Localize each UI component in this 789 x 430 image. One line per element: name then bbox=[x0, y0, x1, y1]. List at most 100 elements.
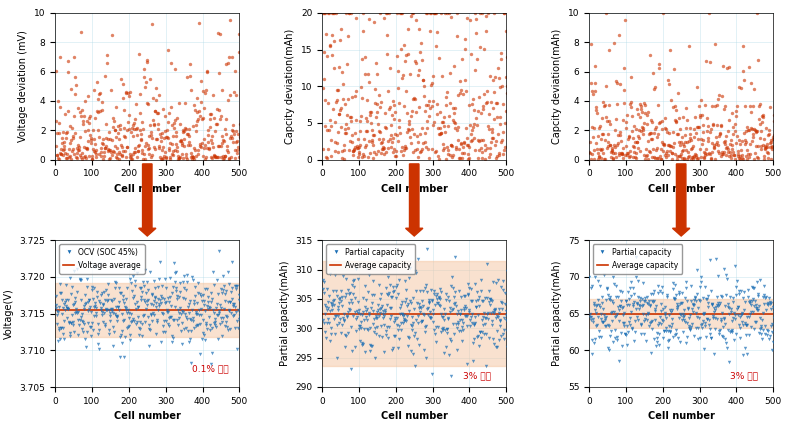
Point bbox=[67, 150, 80, 157]
Point bbox=[389, 153, 402, 160]
Point bbox=[592, 149, 604, 156]
Point bbox=[473, 329, 486, 335]
Point bbox=[707, 141, 720, 148]
Point bbox=[77, 325, 89, 332]
Point bbox=[649, 154, 662, 161]
Point bbox=[391, 85, 404, 92]
Point bbox=[761, 332, 773, 339]
Point bbox=[476, 9, 488, 16]
Point bbox=[757, 294, 769, 301]
Point bbox=[726, 318, 739, 325]
Point bbox=[195, 78, 208, 85]
Point bbox=[65, 147, 78, 154]
Point bbox=[682, 149, 694, 156]
Point bbox=[660, 294, 673, 301]
Point bbox=[699, 150, 712, 157]
Point bbox=[366, 320, 379, 327]
Point bbox=[764, 104, 776, 111]
Point bbox=[376, 334, 388, 341]
Point bbox=[223, 308, 236, 315]
Point bbox=[609, 77, 622, 84]
Point bbox=[113, 285, 125, 292]
Point bbox=[335, 147, 348, 154]
Point bbox=[115, 310, 128, 317]
Point bbox=[768, 118, 780, 125]
Point bbox=[170, 148, 183, 155]
Point bbox=[425, 298, 438, 305]
Point bbox=[152, 92, 165, 98]
Point bbox=[467, 123, 480, 130]
Point bbox=[372, 301, 384, 308]
Point bbox=[225, 154, 237, 161]
Point bbox=[665, 323, 678, 330]
Point bbox=[452, 154, 465, 161]
Point bbox=[616, 151, 629, 158]
Point bbox=[391, 314, 404, 321]
Point bbox=[331, 355, 343, 362]
Point bbox=[594, 304, 607, 310]
Point bbox=[158, 135, 170, 141]
Point bbox=[761, 300, 773, 307]
Point bbox=[428, 119, 441, 126]
Point bbox=[379, 110, 391, 117]
Point bbox=[209, 153, 222, 160]
Point bbox=[394, 9, 406, 16]
Point bbox=[69, 129, 82, 136]
Point bbox=[132, 147, 144, 154]
Point bbox=[729, 331, 742, 338]
Point bbox=[371, 71, 383, 78]
Point bbox=[392, 277, 405, 284]
Point bbox=[469, 66, 481, 73]
Point bbox=[99, 120, 112, 127]
Point bbox=[110, 304, 122, 311]
Point bbox=[50, 117, 62, 124]
Point bbox=[192, 321, 204, 328]
Point bbox=[689, 114, 701, 120]
Point bbox=[343, 300, 356, 307]
Point bbox=[459, 312, 472, 319]
X-axis label: Cell number: Cell number bbox=[381, 411, 447, 421]
Point bbox=[98, 152, 110, 159]
Point bbox=[67, 267, 80, 274]
Point bbox=[644, 148, 656, 155]
Point bbox=[592, 297, 604, 304]
Point bbox=[424, 9, 437, 16]
Point bbox=[443, 351, 455, 358]
Point bbox=[650, 154, 663, 161]
Point bbox=[158, 317, 170, 324]
Point bbox=[84, 304, 96, 310]
Point bbox=[765, 139, 777, 146]
Point bbox=[95, 291, 107, 298]
Point bbox=[159, 155, 172, 162]
Point bbox=[231, 143, 244, 150]
Point bbox=[730, 292, 742, 299]
Point bbox=[82, 138, 95, 144]
Point bbox=[619, 330, 631, 337]
Point bbox=[437, 144, 450, 151]
Point bbox=[439, 291, 452, 298]
Point bbox=[173, 294, 185, 301]
Point bbox=[192, 147, 204, 154]
Point bbox=[620, 152, 633, 159]
Point bbox=[410, 146, 423, 153]
Point bbox=[450, 146, 462, 153]
Point bbox=[397, 152, 409, 159]
Point bbox=[62, 145, 75, 152]
Point bbox=[692, 304, 705, 311]
Point bbox=[207, 144, 219, 150]
Point bbox=[701, 300, 714, 307]
Point bbox=[335, 26, 347, 33]
Point bbox=[369, 314, 382, 321]
Point bbox=[599, 322, 611, 329]
Point bbox=[701, 128, 713, 135]
Point bbox=[57, 129, 69, 135]
Point bbox=[219, 298, 231, 304]
Point bbox=[231, 150, 244, 157]
Point bbox=[68, 329, 80, 335]
Point bbox=[96, 98, 109, 105]
Point bbox=[731, 305, 743, 312]
Point bbox=[168, 125, 181, 132]
Point bbox=[172, 153, 185, 160]
Point bbox=[232, 130, 245, 137]
Point bbox=[204, 322, 216, 329]
